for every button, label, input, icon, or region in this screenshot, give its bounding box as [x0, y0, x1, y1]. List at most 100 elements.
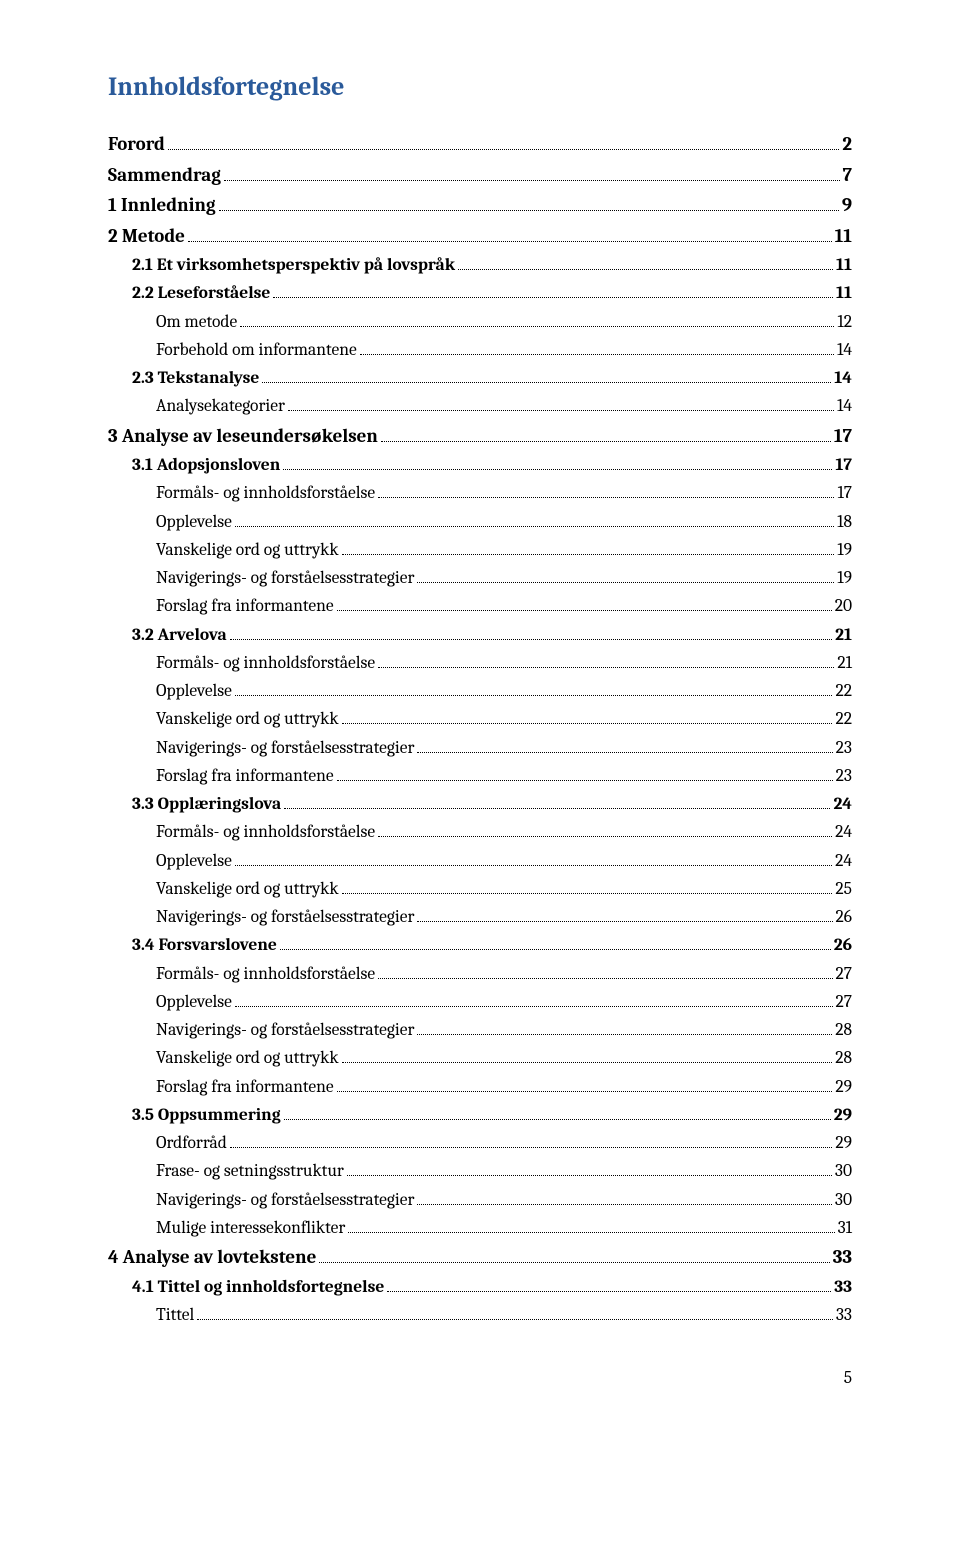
toc-entry-page: 12	[837, 309, 852, 335]
toc-entry-page: 24	[835, 848, 852, 874]
toc-entry: Formåls- og innholdsforståelse27	[108, 961, 852, 987]
toc-entry-label: 2.3 Tekstanalyse	[132, 365, 259, 391]
toc-leader	[348, 1232, 834, 1233]
toc-entry-label: Frase- og setningsstruktur	[156, 1158, 344, 1184]
toc-entry-page: 30	[835, 1187, 852, 1213]
toc-entry-page: 22	[835, 706, 852, 732]
toc-entry: Vanskelige ord og uttrykk 19	[108, 537, 852, 563]
toc-leader	[197, 1319, 833, 1320]
toc-entry-label: Navigerings- og forståelsesstrategier	[156, 1017, 414, 1043]
toc-leader	[188, 241, 832, 242]
toc-entry-label: Vanskelige ord og uttrykk	[156, 537, 339, 563]
toc-entry: 3 Analyse av leseundersøkelsen17	[108, 422, 852, 451]
toc-leader	[417, 752, 832, 753]
toc-entry-page: 33	[834, 1274, 852, 1300]
toc-entry-label: Forslag fra informantene	[156, 593, 334, 619]
toc-entry-label: 4 Analyse av lovtekstene	[108, 1243, 316, 1272]
toc-entry: 2.1 Et virksomhetsperspektiv på lovspråk…	[108, 252, 852, 278]
toc-leader	[235, 695, 833, 696]
toc-entry-page: 26	[836, 904, 853, 930]
toc-entry-label: Mulige interessekonflikter	[156, 1215, 345, 1241]
toc-entry: Vanskelige ord og uttrykk25	[108, 876, 852, 902]
toc-leader	[417, 1034, 832, 1035]
toc-leader	[273, 297, 833, 298]
toc-entry-page: 23	[836, 763, 852, 789]
toc-entry-page: 33	[833, 1243, 852, 1272]
toc-entry-page: 27	[836, 961, 853, 987]
toc-entry: 2.3 Tekstanalyse14	[108, 365, 852, 391]
toc-leader	[342, 554, 835, 555]
toc-entry: Ordforråd29	[108, 1130, 852, 1156]
toc-leader	[360, 354, 834, 355]
toc-entry: Forbehold om informantene14	[108, 337, 852, 363]
toc-entry-page: 23	[836, 735, 852, 761]
toc-entry-page: 28	[835, 1045, 852, 1071]
toc-leader	[284, 808, 830, 809]
toc-entry-label: 3.2 Arvelova	[132, 622, 227, 648]
toc-entry: Opplevelse24	[108, 848, 852, 874]
toc-entry: Navigerings- og forståelsesstrategier30	[108, 1187, 852, 1213]
toc-entry: Formåls- og innholdsforståelse21	[108, 650, 852, 676]
toc-leader	[224, 180, 840, 181]
toc-entry-page: 11	[836, 252, 852, 278]
toc-entry-page: 11	[836, 280, 852, 306]
toc-entry: Navigerings- og forståelsesstrategier 26	[108, 904, 852, 930]
toc-entry-label: Navigerings- og forståelsesstrategier	[156, 904, 414, 930]
toc-entry-label: Forslag fra informantene	[156, 1074, 334, 1100]
toc-entry-label: 3.4 Forsvarslovene	[132, 932, 277, 958]
toc-entry: Formåls- og innholdsforståelse24	[108, 819, 852, 845]
toc-entry: Navigerings- og forståelsesstrategier28	[108, 1017, 852, 1043]
toc-entry: Navigerings- og forståelsesstrategier23	[108, 735, 852, 761]
toc-entry-page: 19	[837, 537, 852, 563]
toc-entry-label: Forbehold om informantene	[156, 337, 357, 363]
toc-entry-page: 26	[834, 932, 852, 958]
toc-leader	[262, 382, 831, 383]
toc-entry-page: 21	[837, 650, 852, 676]
toc-leader	[342, 1062, 833, 1063]
toc-entry-page: 30	[835, 1158, 852, 1184]
toc-leader	[283, 469, 832, 470]
toc-entry: Vanskelige ord og uttrykk28	[108, 1045, 852, 1071]
toc-entry-page: 20	[835, 593, 852, 619]
toc-entry: Tittel33	[108, 1302, 852, 1328]
toc-leader	[230, 639, 832, 640]
toc-entry: Opplevelse 27	[108, 989, 852, 1015]
toc-entry: 2.2 Leseforståelse11	[108, 280, 852, 306]
toc-entry: 4.1 Tittel og innholdsfortegnelse33	[108, 1274, 852, 1300]
toc-entry-label: Analysekategorier	[156, 393, 285, 419]
toc-entry-page: 27	[836, 989, 853, 1015]
toc-entry-label: Om metode	[156, 309, 237, 335]
toc-entry: Opplevelse22	[108, 678, 852, 704]
toc-entry-label: Formåls- og innholdsforståelse	[156, 819, 375, 845]
toc-entry-label: Forord	[108, 130, 165, 159]
toc-entry: Formåls- og innholdsforståelse17	[108, 480, 852, 506]
toc-leader	[417, 921, 832, 922]
toc-entry: 4 Analyse av lovtekstene 33	[108, 1243, 852, 1272]
toc-entry-label: 3.1 Adopsjonsloven	[132, 452, 280, 478]
toc-entry-label: 2.1 Et virksomhetsperspektiv på lovspråk	[132, 252, 455, 278]
toc-entry-label: Formåls- og innholdsforståelse	[156, 480, 375, 506]
toc-entry: 1 Innledning9	[108, 191, 852, 220]
toc-entry: Vanskelige ord og uttrykk 22	[108, 706, 852, 732]
toc-leader	[347, 1175, 832, 1176]
toc-leader	[387, 1291, 831, 1292]
toc-entry: Forord2	[108, 130, 852, 159]
toc-leader	[235, 865, 832, 866]
toc-entry-label: Opplevelse	[156, 989, 232, 1015]
toc-entry-page: 18	[837, 509, 852, 535]
toc-leader	[378, 978, 832, 979]
toc-entry-label: Tittel	[156, 1302, 194, 1328]
toc-entry-page: 19	[837, 565, 852, 591]
toc-leader	[337, 780, 833, 781]
page-number: 5	[108, 1368, 852, 1388]
toc-entry-page: 29	[835, 1074, 852, 1100]
toc-leader	[458, 269, 833, 270]
toc-entry: Sammendrag7	[108, 161, 852, 190]
toc-entry-page: 22	[835, 678, 852, 704]
toc-leader	[168, 149, 839, 150]
toc-entry-label: 2 Metode	[108, 222, 185, 251]
toc-leader	[230, 1147, 833, 1148]
toc-entry-page: 21	[835, 622, 852, 648]
toc-entry-label: Vanskelige ord og uttrykk	[156, 706, 339, 732]
toc-leader	[337, 610, 832, 611]
